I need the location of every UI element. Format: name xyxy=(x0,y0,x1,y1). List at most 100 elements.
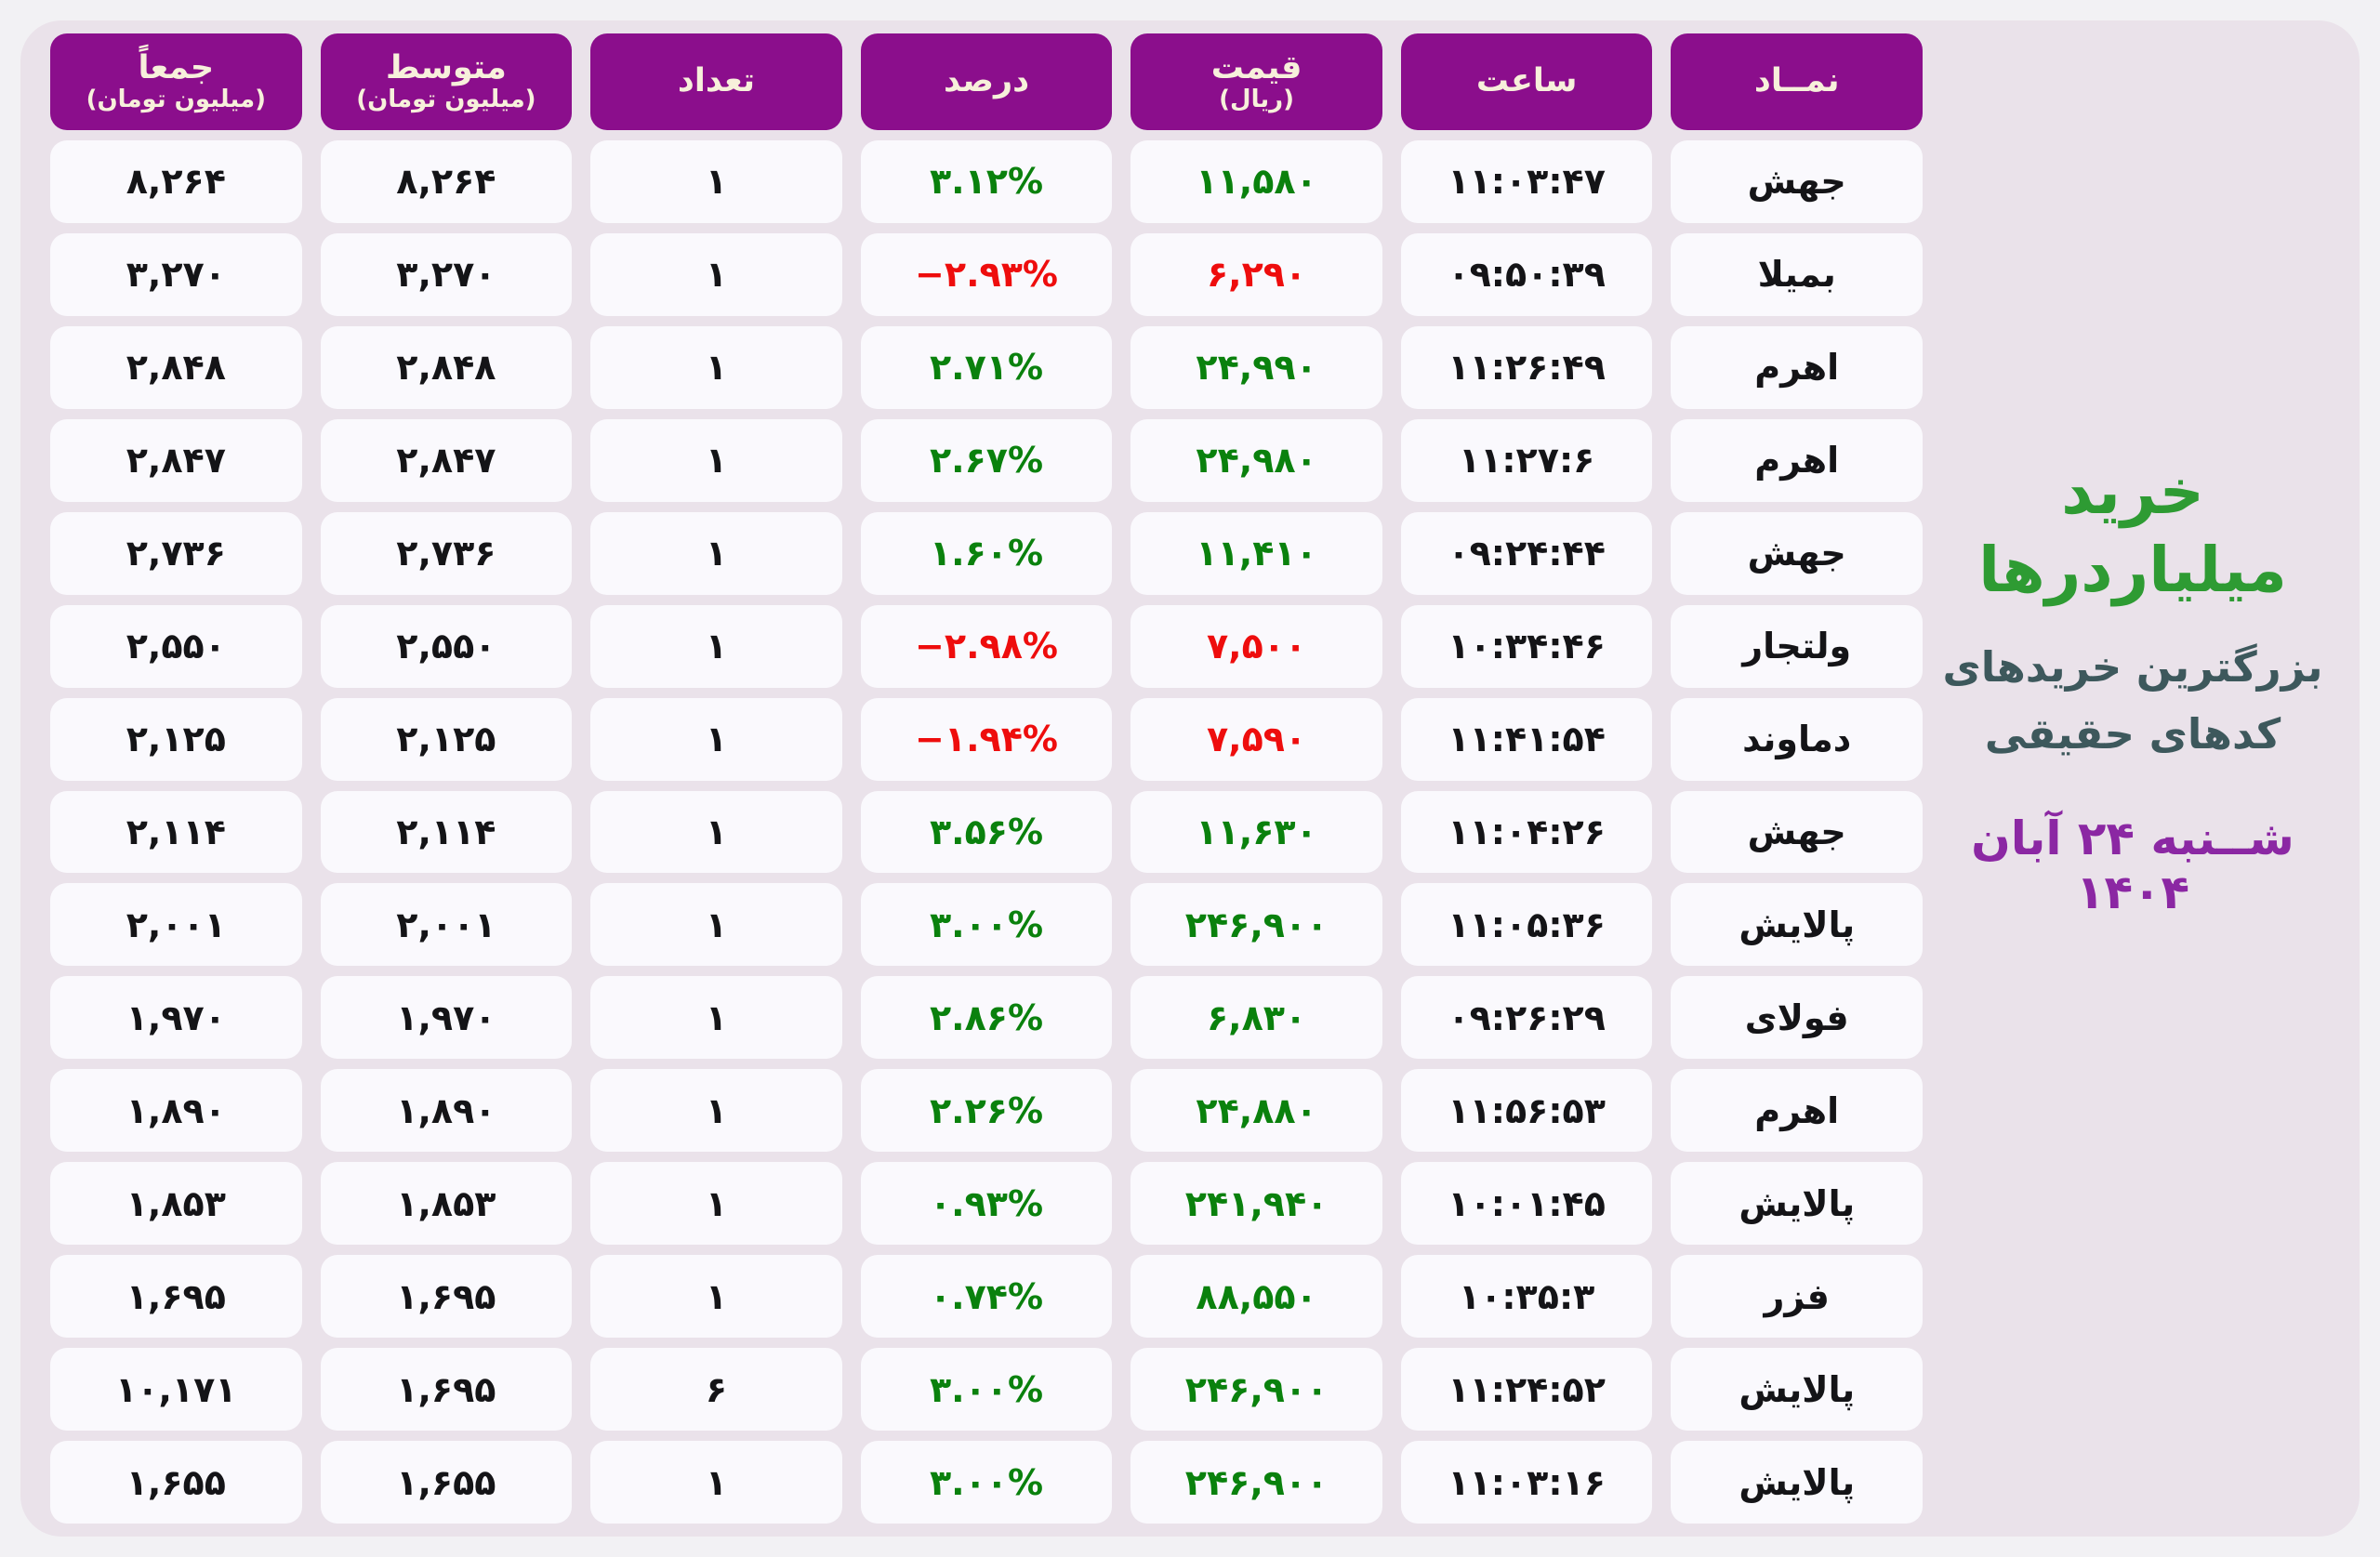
column-header-symbol: نمــاد xyxy=(1671,33,1923,130)
percent-value: ۰.۷۴% xyxy=(929,1275,1044,1317)
column-header-label: متوسط xyxy=(385,48,507,86)
price-value: ۶,۲۹۰ xyxy=(1206,254,1307,296)
symbol-value: پالایش xyxy=(1739,1182,1856,1224)
percent-cell: ۲.۸۶% xyxy=(860,976,1113,1060)
symbol-cell: جهش xyxy=(1671,790,1923,874)
average-cell: ۲,۱۲۵ xyxy=(320,697,573,781)
time-value: ۱۰:۳۵:۳ xyxy=(1458,1275,1595,1317)
time-value: ۱۱:۰۳:۴۷ xyxy=(1448,161,1606,203)
column-header-total: جمعاً (میلیون تومان) xyxy=(50,33,302,130)
column-header-price: قیمت (ریال) xyxy=(1130,33,1382,130)
column-header-unit: (ریال) xyxy=(1219,86,1294,114)
total-cell: ۸,۲۶۴ xyxy=(50,140,302,223)
average-cell: ۱,۸۹۰ xyxy=(320,1069,573,1153)
percent-cell: ۰.۷۴% xyxy=(860,1255,1113,1339)
count-cell: ۱ xyxy=(590,232,842,316)
symbol-cell: پالایش xyxy=(1671,883,1923,967)
percent-cell: ۳.۰۰% xyxy=(860,883,1113,967)
count-cell: ۱ xyxy=(590,1255,842,1339)
percent-cell: ۳.۱۲% xyxy=(860,140,1113,223)
count-value: ۶ xyxy=(705,1368,728,1410)
column-header-unit: (میلیون تومان) xyxy=(86,86,266,114)
price-value: ۲۴۶,۹۰۰ xyxy=(1184,1461,1329,1503)
count-value: ۱ xyxy=(705,1182,728,1224)
price-cell: ۱۱,۶۳۰ xyxy=(1130,790,1382,874)
time-value: ۱۱:۴۱:۵۴ xyxy=(1448,719,1606,760)
price-cell: ۲۴۶,۹۰۰ xyxy=(1130,1348,1382,1432)
percent-cell: ۱.۶۰% xyxy=(860,511,1113,595)
total-value: ۱,۸۹۰ xyxy=(126,1089,226,1131)
price-cell: ۲۴۱,۹۴۰ xyxy=(1130,1162,1382,1246)
average-value: ۱,۶۵۵ xyxy=(396,1461,496,1503)
total-cell: ۱,۶۹۵ xyxy=(50,1255,302,1339)
symbol-value: دماوند xyxy=(1742,719,1852,760)
price-cell: ۶,۸۳۰ xyxy=(1130,976,1382,1060)
column-header-unit: (میلیون تومان) xyxy=(356,86,536,114)
time-cell: ۱۱:۲۶:۴۹ xyxy=(1400,325,1653,409)
column-header-label: قیمت xyxy=(1210,48,1302,86)
price-cell: ۲۴۶,۹۰۰ xyxy=(1130,883,1382,967)
symbol-value: اهرم xyxy=(1754,347,1840,389)
average-value: ۱,۶۹۵ xyxy=(396,1368,496,1410)
average-value: ۳,۲۷۰ xyxy=(396,254,496,296)
infographic-card: خرید میلیاردرها بزرگترین خریدهای کدهای ح… xyxy=(20,20,2360,1537)
symbol-value: فزر xyxy=(1764,1275,1830,1317)
time-cell: ۱۰:۳۴:۴۶ xyxy=(1400,604,1653,688)
price-value: ۲۴,۹۸۰ xyxy=(1196,440,1317,482)
count-cell: ۱ xyxy=(590,790,842,874)
price-cell: ۶,۲۹۰ xyxy=(1130,232,1382,316)
percent-value: ۲.۲۶% xyxy=(929,1089,1044,1131)
total-value: ۲,۱۱۴ xyxy=(126,811,226,852)
column-header-time: ساعت xyxy=(1400,33,1653,130)
percent-value: ۲.۸۶% xyxy=(929,996,1044,1038)
count-cell: ۱ xyxy=(590,418,842,502)
count-cell: ۱ xyxy=(590,1069,842,1153)
percent-value: ۲.۶۷% xyxy=(929,440,1044,482)
total-cell: ۲,۷۳۶ xyxy=(50,511,302,595)
symbol-cell: پالایش xyxy=(1671,1162,1923,1246)
average-cell: ۱,۶۵۵ xyxy=(320,1441,573,1524)
price-value: ۶,۸۳۰ xyxy=(1206,996,1307,1038)
total-value: ۱,۶۵۵ xyxy=(126,1461,226,1503)
percent-value: ۳.۰۰% xyxy=(929,1368,1044,1410)
price-cell: ۲۴,۹۹۰ xyxy=(1130,325,1382,409)
average-value: ۱,۶۹۵ xyxy=(396,1275,496,1317)
percent-value: ۳.۵۶% xyxy=(929,811,1044,852)
column-header-label: نمــاد xyxy=(1753,62,1840,100)
column-header-count: تعداد xyxy=(590,33,842,130)
time-cell: ۱۰:۳۵:۳ xyxy=(1400,1255,1653,1339)
symbol-value: پالایش xyxy=(1739,1461,1856,1503)
average-value: ۱,۸۹۰ xyxy=(396,1089,496,1131)
subtitle-line-1: بزرگترین خریدهای xyxy=(1942,641,2323,692)
average-value: ۱,۸۵۳ xyxy=(396,1182,496,1224)
time-value: ۰۹:۲۶:۲۹ xyxy=(1448,996,1606,1038)
price-value: ۲۴۶,۹۰۰ xyxy=(1184,904,1329,945)
total-value: ۲,۸۴۸ xyxy=(126,347,226,389)
time-value: ۱۱:۰۵:۳۶ xyxy=(1448,904,1606,945)
average-value: ۲,۰۰۱ xyxy=(396,904,496,945)
average-value: ۲,۱۱۴ xyxy=(396,811,496,852)
percent-value: ۳.۱۲% xyxy=(929,161,1044,203)
time-value: ۱۱:۲۴:۵۲ xyxy=(1448,1368,1606,1410)
subtitle-line-2: کدهای حقیقی xyxy=(1984,709,2281,759)
symbol-cell: اهرم xyxy=(1671,1069,1923,1153)
total-cell: ۲,۰۰۱ xyxy=(50,883,302,967)
symbol-value: جهش xyxy=(1747,161,1846,203)
count-cell: ۱ xyxy=(590,976,842,1060)
average-value: ۲,۱۲۵ xyxy=(396,719,496,760)
average-cell: ۸,۲۶۴ xyxy=(320,140,573,223)
count-value: ۱ xyxy=(705,440,728,482)
total-cell: ۲,۱۲۵ xyxy=(50,697,302,781)
percent-value: −۲.۹۳% xyxy=(915,254,1058,296)
total-cell: ۱,۶۵۵ xyxy=(50,1441,302,1524)
time-value: ۱۱:۲۷:۶ xyxy=(1458,440,1595,482)
time-cell: ۱۱:۴۱:۵۴ xyxy=(1400,697,1653,781)
average-cell: ۱,۶۹۵ xyxy=(320,1348,573,1432)
count-cell: ۱ xyxy=(590,325,842,409)
count-cell: ۱ xyxy=(590,511,842,595)
total-cell: ۱,۸۹۰ xyxy=(50,1069,302,1153)
symbol-value: ولتجار xyxy=(1742,626,1852,667)
symbol-cell: فزر xyxy=(1671,1255,1923,1339)
total-cell: ۳,۲۷۰ xyxy=(50,232,302,316)
